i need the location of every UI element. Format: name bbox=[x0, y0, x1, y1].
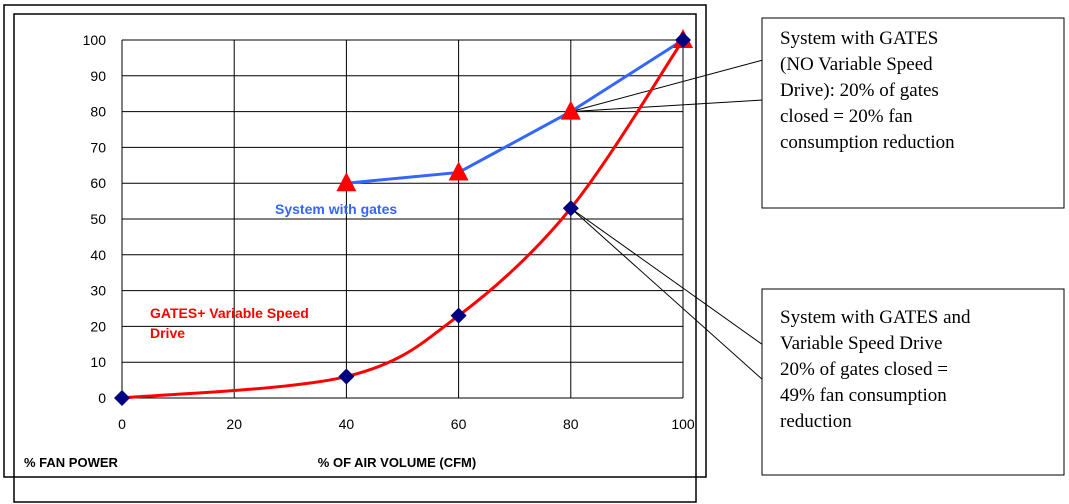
chart-frame bbox=[3, 4, 707, 478]
gates-triangle-marker bbox=[336, 172, 357, 192]
x-tick-labels: 0 20 40 60 80 100 bbox=[118, 416, 695, 432]
x-axis-title: % OF AIR VOLUME (CFM) bbox=[318, 455, 476, 470]
callout-line: 20% of gates closed = bbox=[780, 359, 948, 380]
x-tick-label: 20 bbox=[226, 416, 242, 432]
callout-text-gates: System with GATES (NO Variable Speed Drive… bbox=[780, 28, 955, 153]
callout-leader-gates bbox=[570, 99, 764, 113]
callout-line: Variable Speed Drive bbox=[780, 333, 943, 354]
callout-box-vsd bbox=[761, 288, 1065, 476]
y-tick-label: 10 bbox=[90, 354, 106, 370]
vsd-diamond-marker bbox=[562, 200, 579, 217]
y-tick-label: 30 bbox=[90, 283, 106, 299]
vsd-diamond-marker bbox=[114, 390, 130, 406]
series-label-vsd: GATES+ Variable Speed Drive bbox=[150, 305, 309, 341]
vsd-diamond-marker bbox=[338, 368, 355, 385]
callout-line: consumption reduction bbox=[780, 132, 955, 153]
callout-line: System with GATES and bbox=[780, 307, 971, 328]
callout-line: 49% fan consumption bbox=[780, 385, 947, 406]
gates-triangle-marker bbox=[560, 100, 581, 120]
callout-leader-gates bbox=[570, 59, 764, 113]
y-tick-label: 80 bbox=[90, 104, 106, 120]
vsd-diamond-marker bbox=[675, 32, 691, 48]
series-label-gates: System with gates bbox=[275, 201, 397, 217]
y-tick-label: 20 bbox=[90, 318, 106, 334]
grid bbox=[121, 39, 684, 399]
series-line-gates bbox=[346, 38, 684, 185]
y-tick-label: 40 bbox=[90, 247, 106, 263]
x-tick-label: 40 bbox=[339, 416, 355, 432]
x-tick-label: 100 bbox=[671, 416, 695, 432]
callout-line: System with GATES bbox=[780, 28, 938, 49]
callout-text-vsd: System with GATES and Variable Speed Driv… bbox=[780, 307, 971, 432]
y-tick-label: 70 bbox=[90, 139, 106, 155]
callout-leader-vsd bbox=[570, 207, 764, 381]
callout-line: reduction bbox=[780, 411, 852, 432]
x-tick-label: 0 bbox=[118, 416, 126, 432]
y-tick-label: 100 bbox=[83, 32, 107, 48]
y-tick-label: 0 bbox=[98, 390, 106, 406]
y-tick-labels: 0 10 20 30 40 50 60 70 80 90 100 bbox=[83, 32, 107, 406]
y-axis-title: % FAN POWER bbox=[24, 455, 119, 470]
callout-leader-lines bbox=[570, 59, 764, 381]
x-tick-label: 60 bbox=[451, 416, 467, 432]
x-tick-label: 80 bbox=[563, 416, 579, 432]
gates-triangle-marker bbox=[448, 161, 469, 181]
callout-line: (NO Variable Speed bbox=[780, 54, 933, 75]
callout-leader-vsd bbox=[570, 207, 764, 346]
y-tick-label: 90 bbox=[90, 68, 106, 84]
y-tick-label: 50 bbox=[90, 211, 106, 227]
plot-frame bbox=[13, 13, 697, 503]
callout-line: closed = 20% fan bbox=[780, 106, 913, 127]
vsd-diamond-marker bbox=[450, 307, 467, 324]
series-markers bbox=[114, 29, 693, 406]
callout-line: Drive): 20% of gates bbox=[780, 80, 939, 101]
y-tick-label: 60 bbox=[90, 175, 106, 191]
callout-box-gates bbox=[761, 17, 1065, 209]
